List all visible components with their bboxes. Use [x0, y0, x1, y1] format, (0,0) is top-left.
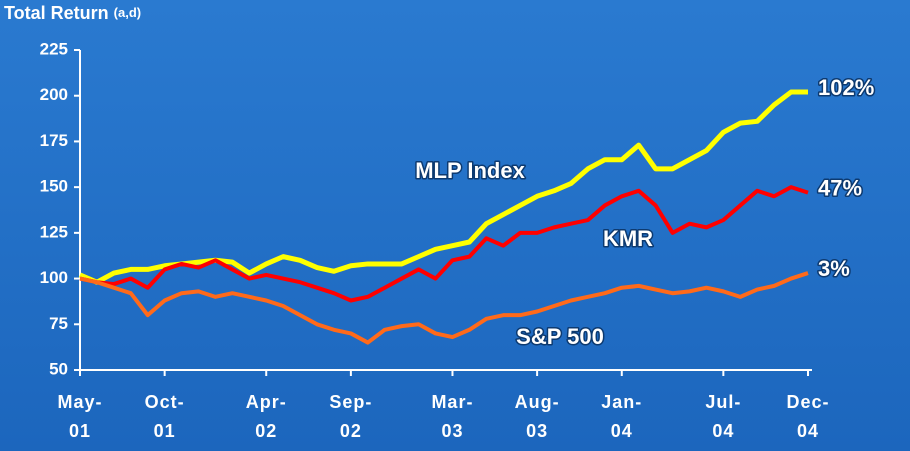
y-tick-label: 75 — [49, 314, 68, 333]
title-main: Total Return — [4, 3, 109, 23]
x-tick-label: Jul-04 — [705, 392, 742, 441]
y-tick-label: 175 — [40, 131, 68, 150]
x-tick-label: May-01 — [57, 392, 103, 441]
chart-title: Total Return (a,d) — [4, 3, 141, 23]
y-tick-label: 50 — [49, 359, 68, 378]
y-tick-label: 125 — [40, 222, 68, 241]
y-tick-label: 100 — [40, 268, 68, 287]
x-tick-label: Apr-02 — [245, 392, 287, 441]
series-name: KMR — [603, 226, 653, 251]
y-tick-label: 200 — [40, 85, 68, 104]
end-label: 47% — [818, 175, 862, 200]
end-label: 3% — [818, 256, 850, 281]
end-label: 102% — [818, 75, 874, 100]
title-note: (a,d) — [114, 5, 141, 20]
x-tick-label: Dec-04 — [786, 392, 830, 441]
series-line — [79, 89, 808, 285]
y-tick-label: 150 — [40, 177, 68, 196]
x-tick-label: Sep-02 — [329, 392, 373, 441]
x-tick-label: Mar-03 — [431, 392, 474, 441]
x-tick-label: Aug-03 — [514, 392, 560, 441]
series-line — [79, 271, 809, 345]
series-line — [79, 185, 809, 303]
series-name: MLP Index — [415, 158, 525, 183]
y-tick-label: 225 — [40, 39, 68, 58]
series-name: S&P 500 — [516, 324, 604, 349]
x-tick-label: Oct-01 — [144, 392, 185, 441]
x-tick-label: Jan-04 — [601, 392, 643, 441]
